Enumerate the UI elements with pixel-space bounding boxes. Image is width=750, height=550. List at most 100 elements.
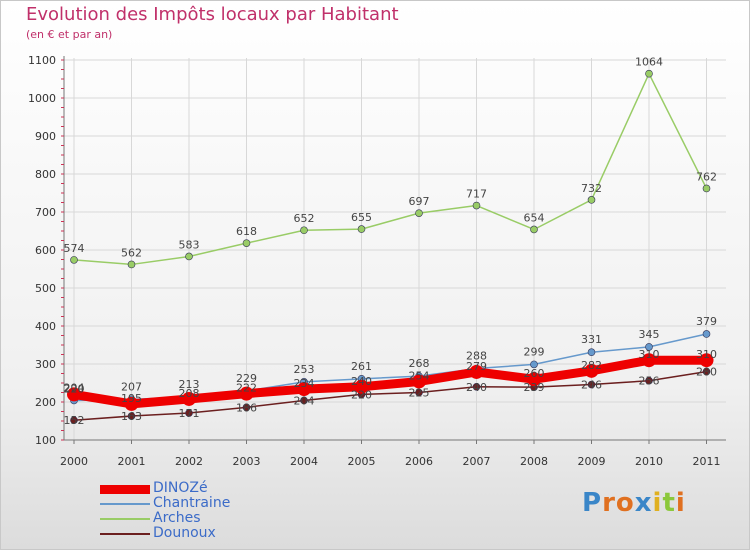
data-label-dounoux: 256 xyxy=(639,375,660,388)
line-chart: 100 200 300 400 500 600 700 800 900 1000 1100 2000 2… xyxy=(28,54,726,468)
data-label-dounoux: 152 xyxy=(64,414,85,427)
data-point-dounoux xyxy=(702,367,711,376)
data-label-arches: 697 xyxy=(409,195,430,208)
data-point-chantraine xyxy=(645,343,653,351)
y-tick-label: 400 xyxy=(35,320,56,333)
axis-layer: 100 200 300 400 500 600 700 800 900 1000 1100 2000 2… xyxy=(28,54,726,468)
legend-swatch-dinoz- xyxy=(100,484,150,494)
y-tick-label: 1100 xyxy=(28,54,56,67)
y-tick-label: 700 xyxy=(35,206,56,219)
legend-item-dinoz-: DINOZé xyxy=(100,480,300,497)
data-point-dinoz- xyxy=(297,382,311,397)
series-line-dinoz- xyxy=(69,355,711,409)
data-point-dinoz- xyxy=(182,391,196,406)
y-tick-label: 500 xyxy=(35,282,56,295)
x-tick-label: 2011 xyxy=(693,455,721,468)
data-point-dinoz- xyxy=(642,353,656,368)
legend-swatch-arches xyxy=(100,518,150,520)
data-label-dounoux: 246 xyxy=(581,379,602,392)
x-tick-label: 2010 xyxy=(635,455,663,468)
data-label-dinoz-: 220 xyxy=(64,382,85,395)
data-label-chantraine: 331 xyxy=(581,333,602,346)
data-label-arches: 562 xyxy=(121,246,142,259)
data-point-dounoux xyxy=(472,382,481,391)
legend: DINOZé Chantraine Arches Dounoux xyxy=(100,480,300,542)
data-point-dinoz- xyxy=(239,386,254,401)
data-label-chantraine: 229 xyxy=(236,372,257,385)
data-label-dinoz-: 310 xyxy=(696,348,717,361)
data-label-dounoux: 225 xyxy=(409,387,430,400)
logo-letter: x xyxy=(634,488,653,518)
y-tick-label: 100 xyxy=(35,434,56,447)
legend-label-chantraine: Chantraine xyxy=(153,495,231,511)
legend-swatch-chantraine xyxy=(100,503,150,505)
data-point-arches xyxy=(472,201,481,210)
y-tick-label: 600 xyxy=(35,244,56,257)
data-point-arches xyxy=(127,260,136,269)
data-point-arches xyxy=(185,252,193,261)
data-point-dounoux xyxy=(70,416,78,425)
data-label-dinoz-: 195 xyxy=(121,392,142,405)
data-point-arches xyxy=(587,196,596,204)
x-tick-label: 2002 xyxy=(175,455,203,468)
x-tick-label: 2004 xyxy=(290,455,318,468)
data-label-dinoz-: 310 xyxy=(639,348,660,361)
data-label-chantraine: 345 xyxy=(639,328,660,341)
data-label-chantraine: 299 xyxy=(524,345,545,358)
data-label-chantraine: 207 xyxy=(121,380,142,393)
data-label-chantraine: 261 xyxy=(351,360,372,373)
data-point-arches xyxy=(300,226,308,235)
data-label-chantraine: 213 xyxy=(179,378,200,391)
data-point-dounoux xyxy=(127,412,136,420)
data-label-dinoz-: 234 xyxy=(294,377,315,390)
data-point-chantraine xyxy=(587,348,596,357)
data-point-arches xyxy=(702,184,711,193)
data-label-arches: 1064 xyxy=(635,56,663,69)
series-line-dounoux xyxy=(73,370,708,421)
data-label-arches: 762 xyxy=(696,170,717,183)
data-point-dounoux xyxy=(415,388,423,397)
data-label-arches: 574 xyxy=(64,242,85,255)
data-label-chantraine: 268 xyxy=(409,357,430,370)
data-label-arches: 652 xyxy=(294,212,315,225)
legend-item-chantraine: Chantraine xyxy=(100,495,300,512)
data-label-dounoux: 163 xyxy=(121,410,142,423)
data-point-arches xyxy=(530,225,538,234)
data-label-dinoz-: 254 xyxy=(409,369,430,382)
data-point-dinoz- xyxy=(699,353,714,368)
data-label-arches: 732 xyxy=(581,182,602,195)
data-label-dinoz-: 240 xyxy=(351,375,372,388)
data-label-dinoz-: 222 xyxy=(236,382,257,395)
y-tick-label: 900 xyxy=(35,130,56,143)
data-point-dinoz- xyxy=(412,374,426,389)
logo-letter: r xyxy=(602,488,616,518)
logo-letter: o xyxy=(615,488,635,518)
data-point-dounoux xyxy=(300,396,308,405)
data-point-dinoz- xyxy=(527,372,541,387)
x-tick-label: 2006 xyxy=(405,455,433,468)
logo-letter: P xyxy=(582,488,603,518)
data-point-dinoz- xyxy=(469,364,484,379)
series-line-arches xyxy=(73,72,708,266)
data-label-dinoz-: 260 xyxy=(524,367,545,380)
data-label-arches: 655 xyxy=(351,211,372,224)
legend-item-dounoux: Dounoux xyxy=(100,525,300,542)
legend-label-arches: Arches xyxy=(153,510,201,526)
data-point-chantraine xyxy=(530,360,538,369)
data-point-arches xyxy=(70,256,78,264)
x-tick-label: 2009 xyxy=(578,455,606,468)
y-tick-label: 800 xyxy=(35,168,56,181)
legend-label-dinoz-: DINOZé xyxy=(153,480,208,496)
y-tick-label: 300 xyxy=(35,358,56,371)
data-point-dinoz- xyxy=(67,387,81,402)
data-point-dinoz- xyxy=(584,363,599,378)
logo-letter: i xyxy=(675,488,686,518)
series-layer xyxy=(67,69,714,425)
data-label-dounoux: 240 xyxy=(466,381,487,394)
data-label-dounoux: 220 xyxy=(351,388,372,401)
data-label-arches: 583 xyxy=(179,238,200,251)
data-point-arches xyxy=(357,225,366,233)
data-label-chantraine: 253 xyxy=(294,363,315,376)
data-label-dounoux: 280 xyxy=(696,366,717,379)
